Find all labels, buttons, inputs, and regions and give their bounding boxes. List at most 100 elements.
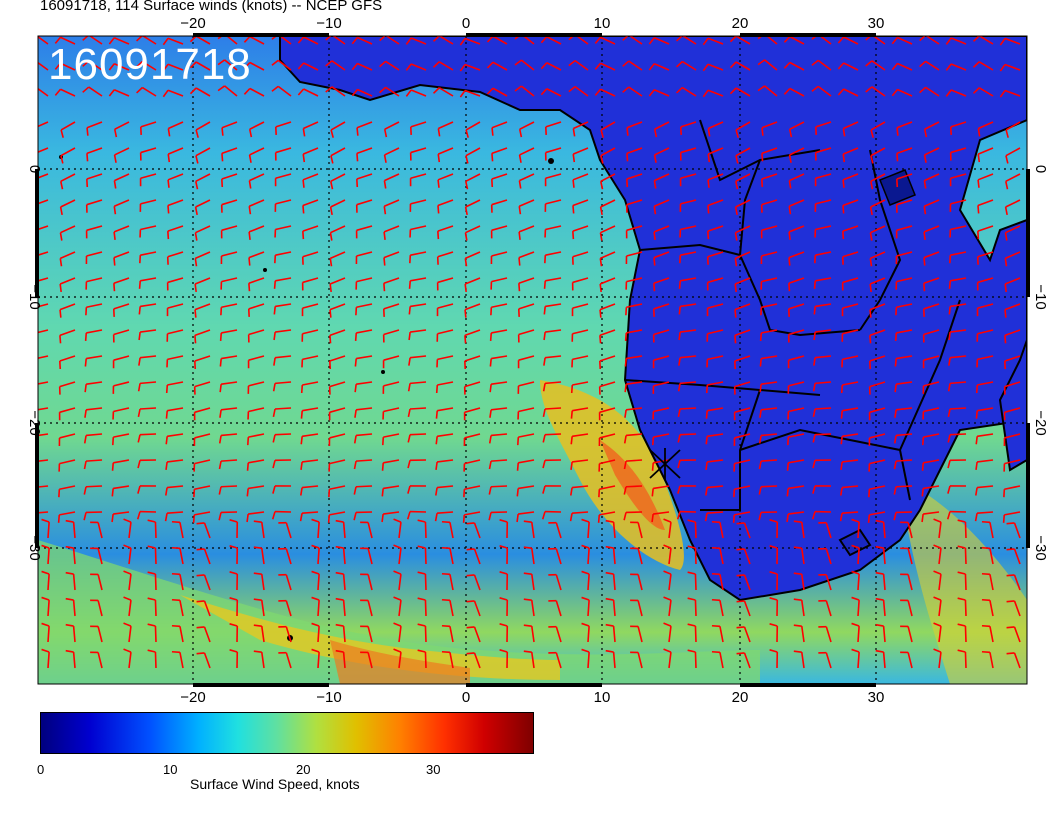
wind-barb <box>355 433 373 437</box>
wind-barb-feather <box>783 61 791 69</box>
wind-barb <box>285 574 292 591</box>
wind-barb <box>637 548 643 565</box>
wind-barb <box>342 625 346 643</box>
wind-barb <box>814 381 832 385</box>
wind-barb <box>707 89 724 97</box>
wind-barb-feather <box>123 544 132 549</box>
wind-barb-feather <box>221 127 224 136</box>
wind-barb-feather <box>653 283 656 292</box>
wind-barb-feather <box>651 462 655 471</box>
wind-barb <box>142 36 157 45</box>
wind-barb <box>464 485 481 491</box>
wind-barb <box>331 86 346 97</box>
wind-barb <box>653 199 670 207</box>
wind-barb <box>317 651 320 669</box>
wind-barb-feather <box>678 331 681 341</box>
wind-barb-feather <box>869 283 872 293</box>
wind-barb-feather <box>417 571 426 575</box>
wind-barb <box>464 407 481 414</box>
wind-barb <box>248 303 265 310</box>
wind-barb-feather <box>354 358 358 367</box>
wind-barb <box>761 147 778 155</box>
wind-barb <box>719 652 724 669</box>
wind-barb-feather <box>406 511 411 520</box>
wind-barb-feather <box>65 519 74 523</box>
wind-barb-feather <box>59 232 63 241</box>
wind-barb-feather <box>516 488 519 497</box>
wind-barb <box>719 626 724 643</box>
wind-barb-feather <box>299 513 303 522</box>
wind-barb-feather <box>842 128 846 137</box>
wind-barb <box>114 121 130 130</box>
wind-barb-feather <box>437 128 441 137</box>
wind-barb <box>383 329 400 336</box>
wind-barb <box>85 433 103 437</box>
wind-barb <box>38 173 49 179</box>
wind-barb <box>72 625 76 643</box>
wind-barb <box>302 407 319 412</box>
lon-label-top: −20 <box>180 15 205 32</box>
wind-barb-feather <box>663 596 672 601</box>
wind-barb-feather <box>1005 129 1009 138</box>
wind-barb-feather <box>83 512 87 521</box>
wind-barb <box>195 36 211 45</box>
wind-barb-feather <box>123 596 132 601</box>
wind-barb <box>195 199 211 208</box>
wind-barb-feather <box>353 486 357 495</box>
wind-barb-feather <box>624 384 627 393</box>
wind-barb-feather <box>1005 181 1009 190</box>
wind-barb <box>682 36 697 45</box>
wind-barb <box>473 600 481 617</box>
wind-barb <box>249 173 265 182</box>
wind-barb-feather <box>605 571 614 575</box>
wind-barb-feather <box>569 487 573 496</box>
wind-barb-feather <box>837 88 845 96</box>
wind-barb-feather <box>972 61 980 68</box>
wind-barb-feather <box>711 546 721 550</box>
wind-barb <box>600 62 616 71</box>
wind-barb-feather <box>948 280 952 289</box>
wind-barb <box>410 121 427 128</box>
wind-barb <box>194 459 211 465</box>
wind-barb <box>72 547 76 565</box>
wind-barb-feather <box>687 519 696 523</box>
wind-barb <box>342 599 346 617</box>
wind-barb-feather <box>705 436 708 445</box>
wind-barb <box>707 329 724 335</box>
wind-barb <box>303 62 319 71</box>
wind-barb <box>572 277 589 284</box>
wind-barb-feather <box>813 357 816 366</box>
wind-barb-feather <box>253 546 262 549</box>
wind-barb <box>220 459 238 462</box>
wind-barb <box>761 329 778 334</box>
wind-barb <box>789 173 805 182</box>
wind-barb-feather <box>948 357 951 366</box>
wind-barb <box>194 303 211 311</box>
wind-barb <box>449 626 454 643</box>
wind-barb-feather <box>273 331 276 341</box>
wind-barb <box>668 626 672 643</box>
wind-barb-feather <box>735 129 739 138</box>
wind-barb <box>519 121 535 130</box>
wind-barb-feather <box>972 36 980 42</box>
wind-barb <box>203 574 211 591</box>
wind-barb-feather <box>851 622 860 627</box>
wind-barb-feather <box>1006 626 1015 629</box>
wind-barb-feather <box>466 626 475 629</box>
wind-barb-feather <box>311 518 320 523</box>
wind-barb-feather <box>33 128 34 136</box>
wind-barb-feather <box>894 358 898 367</box>
wind-barb-feather <box>393 570 402 575</box>
wind-barb <box>329 485 346 491</box>
wind-barb-feather <box>299 487 303 496</box>
wind-barb-feather <box>891 36 899 45</box>
wind-barb-feather <box>624 358 628 367</box>
wind-barb <box>285 626 292 643</box>
wind-barb-feather <box>432 61 440 68</box>
wind-barb-feather <box>518 283 521 292</box>
wind-barb-feather <box>758 460 762 470</box>
wind-barb <box>788 199 805 207</box>
wind-barb <box>1005 121 1021 131</box>
wind-barb-feather <box>653 231 656 240</box>
